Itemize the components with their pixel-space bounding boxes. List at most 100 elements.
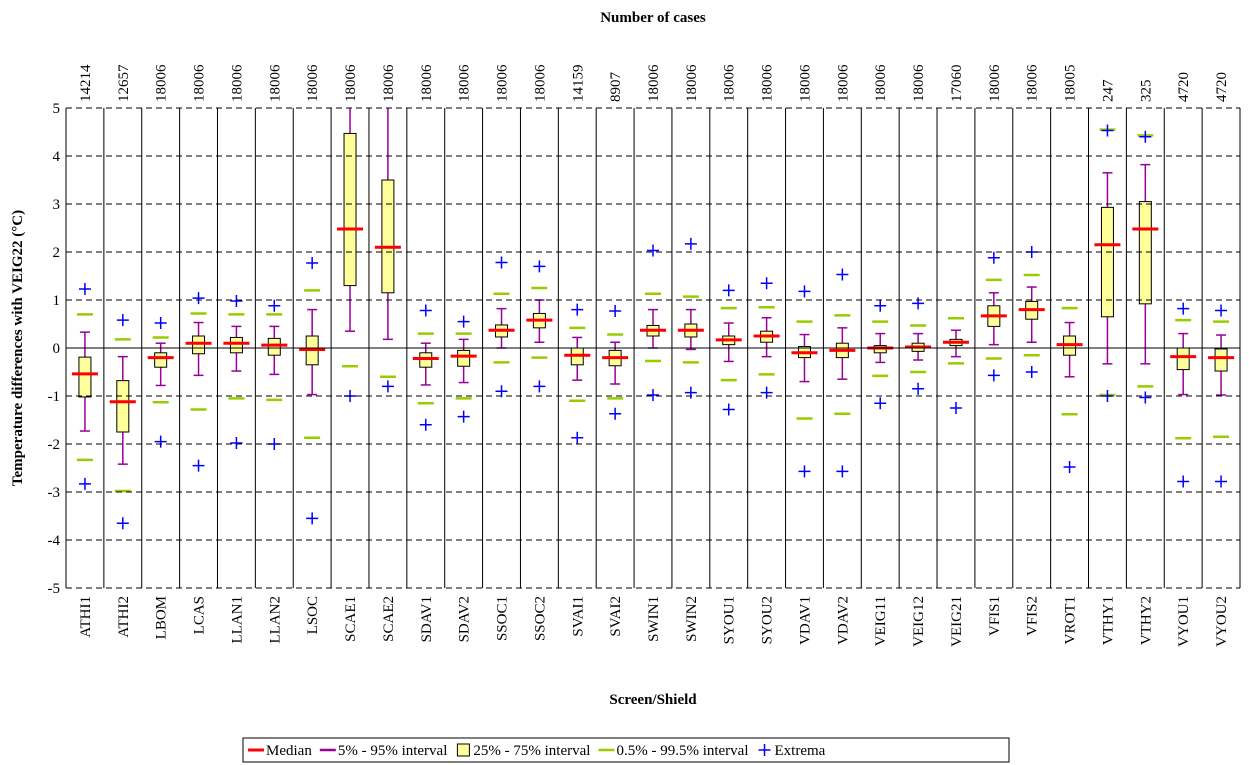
extremum (381, 380, 394, 393)
legend-swatch (456, 743, 470, 757)
x-tick-label: ATHI2 (116, 596, 132, 638)
extremum (116, 314, 129, 327)
x-tick-label: VTHY2 (1138, 596, 1154, 645)
box (1214, 348, 1228, 372)
extremum (78, 477, 91, 490)
x-tick-label: VFIS1 (987, 596, 1003, 636)
count-label: 18006 (495, 64, 511, 102)
extremum (192, 292, 205, 305)
count-label: 18006 (797, 64, 813, 102)
extremum (722, 284, 735, 297)
y-tick-label: 5 (53, 101, 61, 117)
extremum (647, 244, 659, 257)
extremum (874, 299, 887, 312)
x-tick-label: ATHI1 (78, 596, 94, 638)
extremum (268, 299, 281, 312)
extremum (760, 386, 773, 399)
extremum (230, 294, 243, 307)
extremum (1215, 475, 1228, 488)
extremum (912, 382, 925, 395)
x-tick-label: LLAN2 (267, 596, 283, 644)
extremum (571, 303, 584, 316)
extremum (912, 297, 925, 310)
x-axis-label: Screen/Shield (609, 692, 697, 708)
x-tick-label: VYOU2 (1214, 596, 1230, 647)
x-tick-label: SVAI1 (570, 596, 586, 637)
extremum (230, 437, 243, 450)
extremum (457, 410, 470, 423)
count-label: 18006 (229, 64, 245, 102)
box (343, 132, 357, 287)
count-label: 18006 (267, 64, 283, 102)
extremum (154, 317, 167, 330)
extremum (154, 435, 167, 448)
x-tick-label: SSOC2 (532, 596, 548, 641)
x-tick-label: VFIS2 (1025, 596, 1041, 636)
extremum (495, 256, 508, 269)
count-label: 18006 (457, 64, 473, 102)
x-tick-label: LLAN1 (229, 596, 245, 644)
extremum (760, 277, 773, 290)
extremum (419, 418, 432, 431)
legend-box (242, 737, 1010, 763)
extremum (116, 517, 129, 530)
x-tick-label: SDAV1 (419, 596, 435, 642)
x-tick-label: VEIG11 (873, 596, 889, 646)
x-tick-label: VYOU1 (1176, 596, 1192, 647)
extremum (684, 386, 697, 399)
x-tick-label: VDAV1 (797, 596, 813, 645)
extremum (78, 282, 91, 295)
extremum (836, 268, 849, 281)
count-label: 18006 (835, 64, 851, 102)
extremum (1101, 124, 1114, 137)
count-label: 325 (1138, 80, 1154, 103)
count-label: 18006 (381, 64, 397, 102)
count-label: 18006 (532, 64, 548, 102)
count-label: 14214 (78, 64, 94, 102)
extremum (609, 407, 622, 420)
count-label: 8907 (608, 72, 624, 103)
x-tick-label: VEIG21 (949, 596, 965, 647)
x-tick-label: LBOM (154, 596, 170, 639)
plot (71, 108, 1235, 530)
x-tick-label: LCAS (192, 596, 208, 634)
count-label: 18006 (760, 64, 776, 102)
y-tick-label: 2 (53, 245, 61, 261)
box (192, 335, 206, 355)
x-tick-label: VTHY1 (1100, 596, 1116, 645)
count-label: 12657 (116, 64, 132, 102)
y-tick-label: -5 (48, 581, 61, 597)
count-label: 17060 (949, 65, 965, 103)
count-label: 18006 (911, 64, 927, 102)
extremum (571, 431, 584, 444)
x-tick-label: SVAI2 (608, 596, 624, 637)
y-tick-label: 3 (53, 197, 61, 213)
legend-label: Median (266, 743, 312, 759)
extremum (1139, 391, 1152, 404)
extremum (192, 459, 205, 472)
chart-title: Number of cases (600, 10, 706, 26)
box (1176, 347, 1190, 371)
extremum (722, 403, 735, 416)
count-label: 14159 (570, 65, 586, 103)
extremum (1177, 475, 1190, 488)
box (1138, 201, 1152, 305)
x-tick-label: VDAV2 (835, 596, 851, 645)
extremum (874, 397, 887, 410)
y-tick-label: -1 (48, 389, 61, 405)
extremum (798, 465, 811, 478)
box (229, 336, 243, 354)
box (267, 337, 281, 356)
count-label: 4720 (1176, 72, 1192, 102)
legend-swatch (758, 744, 771, 756)
extremum (1139, 130, 1152, 143)
x-tick-label: SDAV2 (457, 596, 473, 642)
count-label: 18005 (1063, 65, 1079, 103)
y-tick-label: 0 (53, 341, 61, 357)
box (381, 179, 395, 294)
extremum (1177, 302, 1190, 315)
extremum (987, 369, 1000, 382)
count-label: 18006 (646, 64, 662, 102)
count-label: 18006 (419, 64, 435, 102)
x-tick-label: SCAE1 (343, 596, 359, 642)
